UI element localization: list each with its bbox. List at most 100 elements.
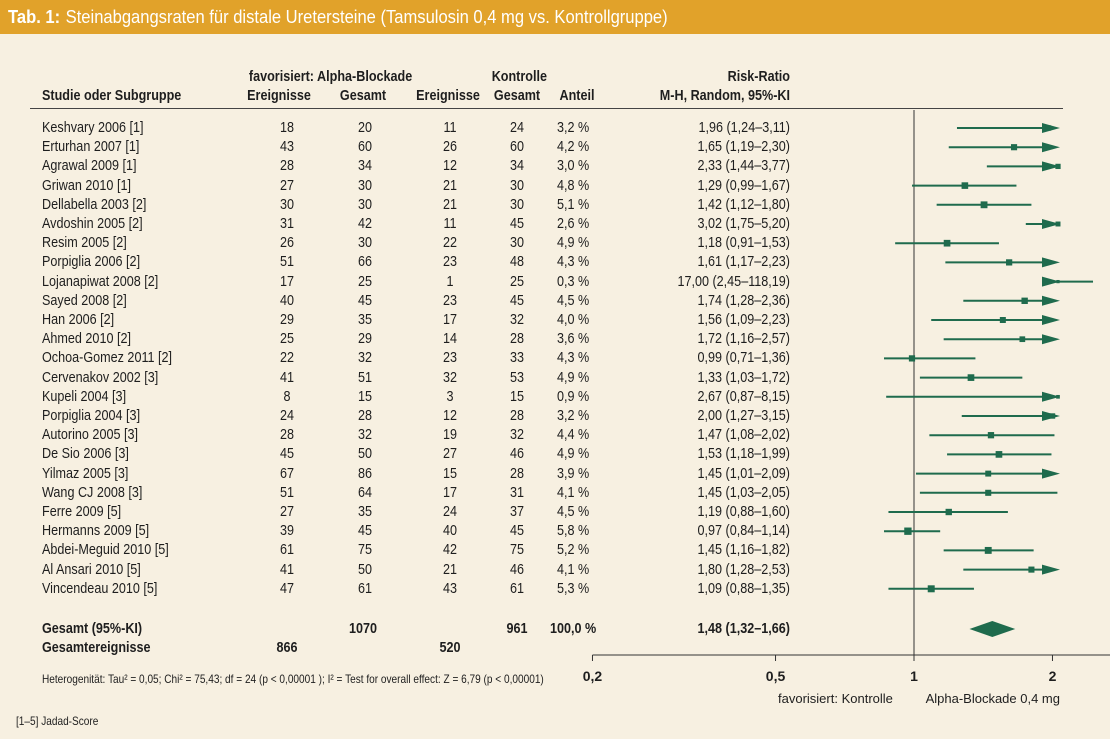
- cell-ta: 30: [357, 234, 373, 252]
- cell-tc: 45: [509, 215, 525, 232]
- cell-rr: 0,97 (0,84–1,14): [697, 522, 790, 540]
- ci-arrow: [1042, 468, 1060, 479]
- ci-arrow: [1042, 142, 1060, 153]
- cell-ea: 51: [279, 253, 295, 271]
- effect-marker: [1055, 163, 1061, 170]
- x-tick-label: 1: [910, 668, 918, 684]
- cell-ec: 22: [442, 234, 458, 252]
- table-title-text: Steinabgangsraten für distale Ureterstei…: [65, 7, 668, 27]
- cell-ec: 12: [442, 407, 458, 424]
- cell-rr: 2,67 (0,87–8,15): [697, 387, 790, 405]
- cell-rr: 1,45 (1,01–2,09): [697, 464, 790, 482]
- cell-w: 0,9 %: [557, 387, 590, 405]
- cell-w: 0,3 %: [557, 272, 590, 290]
- cell-ta: 45: [357, 291, 373, 309]
- cell-w: 4,8 %: [557, 176, 590, 194]
- cell-tc: 37: [509, 503, 525, 520]
- cell-ta: 30: [357, 176, 373, 194]
- cell-ea: 61: [279, 541, 295, 559]
- cell-ec: 32: [442, 368, 458, 386]
- cell-ec: 24: [442, 503, 458, 520]
- events-total-control: 520: [439, 639, 461, 656]
- cell-tc: 46: [509, 445, 525, 463]
- pooled-diamond: [969, 621, 1016, 637]
- cell-ec: 42: [442, 541, 458, 559]
- effect-marker: [1028, 566, 1035, 573]
- cell-rr: 3,02 (1,75–5,20): [697, 215, 790, 232]
- cell-ec: 1: [446, 272, 454, 290]
- cell-study: Erturhan 2007 [1]: [42, 138, 140, 156]
- total-alpha: 1070: [348, 620, 378, 637]
- cell-study: Ferre 2009 [5]: [42, 503, 122, 520]
- header-total-alpha: Gesamt: [339, 87, 387, 104]
- cell-study: Han 2006 [2]: [42, 311, 115, 328]
- effect-marker: [1006, 259, 1013, 266]
- cell-ta: 20: [357, 119, 373, 136]
- cell-ec: 40: [442, 522, 458, 540]
- cell-ta: 75: [357, 541, 373, 559]
- effect-marker: [1021, 297, 1028, 304]
- cell-rr: 17,00 (2,45–118,19): [677, 272, 790, 290]
- cell-ec: 21: [442, 195, 458, 213]
- cell-study: Wang CJ 2008 [3]: [42, 483, 143, 501]
- effect-marker: [999, 317, 1006, 323]
- cell-tc: 45: [509, 522, 525, 540]
- cell-rr: 1,45 (1,16–1,82): [697, 541, 790, 559]
- cell-tc: 53: [509, 368, 525, 386]
- cell-ta: 61: [357, 579, 373, 597]
- cell-ta: 29: [357, 330, 373, 348]
- heterogeneity-note: Heterogenität: Tau² = 0,05; Chi² = 75,43…: [42, 672, 544, 686]
- cell-tc: 25: [509, 272, 525, 290]
- cell-study: Hermanns 2009 [5]: [42, 522, 150, 540]
- total-rr: 1,48 (1,32–1,66): [697, 620, 790, 637]
- ci-arrow: [1042, 161, 1060, 172]
- cell-w: 4,5 %: [557, 291, 590, 309]
- cell-ea: 25: [279, 330, 295, 348]
- cell-ta: 50: [357, 445, 373, 463]
- cell-ta: 28: [357, 407, 373, 424]
- cell-study: Lojanapiwat 2008 [2]: [42, 272, 159, 290]
- cell-ec: 21: [442, 560, 458, 578]
- cell-w: 5,3 %: [557, 579, 590, 597]
- cell-ea: 27: [279, 503, 295, 520]
- cell-ea: 24: [279, 407, 295, 424]
- cell-tc: 75: [509, 541, 525, 559]
- cell-ea: 45: [279, 445, 295, 463]
- header-events-control: Ereignisse: [416, 87, 480, 104]
- cell-ta: 15: [357, 387, 373, 405]
- cell-w: 4,9 %: [557, 234, 590, 252]
- cell-tc: 28: [509, 464, 525, 482]
- ci-arrow: [1042, 219, 1060, 229]
- header-group-rr: Risk-Ratio: [727, 68, 790, 85]
- cell-ec: 11: [443, 215, 457, 232]
- cell-ec: 23: [442, 253, 458, 271]
- cell-tc: 15: [509, 387, 525, 405]
- total-control: 961: [506, 620, 528, 637]
- header-events-alpha: Ereignisse: [247, 87, 311, 104]
- cell-rr: 1,45 (1,03–2,05): [697, 483, 790, 501]
- cell-rr: 1,18 (0,91–1,53): [697, 234, 790, 252]
- cell-ta: 34: [357, 157, 373, 175]
- cell-study: Porpiglia 2006 [2]: [42, 253, 141, 271]
- effect-marker: [1019, 336, 1026, 343]
- cell-ec: 17: [442, 483, 458, 501]
- cell-w: 4,9 %: [557, 445, 590, 463]
- cell-ec: 26: [442, 138, 458, 156]
- cell-w: 4,3 %: [557, 349, 590, 367]
- cell-ea: 30: [279, 195, 295, 213]
- cell-rr: 2,00 (1,27–3,15): [697, 407, 790, 424]
- ci-arrow: [1042, 564, 1060, 575]
- cell-rr: 1,53 (1,18–1,99): [697, 445, 790, 463]
- cell-ea: 47: [279, 579, 295, 597]
- cell-w: 4,3 %: [557, 253, 590, 271]
- effect-marker: [904, 527, 912, 535]
- cell-w: 3,2 %: [557, 119, 590, 136]
- cell-study: Al Ansari 2010 [5]: [42, 560, 141, 578]
- cell-ta: 32: [357, 426, 373, 444]
- cell-ea: 28: [279, 157, 295, 175]
- cell-w: 3,6 %: [557, 330, 590, 348]
- header-rr-method: M-H, Random, 95%-KI: [659, 87, 790, 104]
- effect-marker: [961, 182, 969, 189]
- cell-rr: 2,33 (1,44–3,77): [697, 157, 790, 175]
- cell-ta: 86: [357, 464, 373, 482]
